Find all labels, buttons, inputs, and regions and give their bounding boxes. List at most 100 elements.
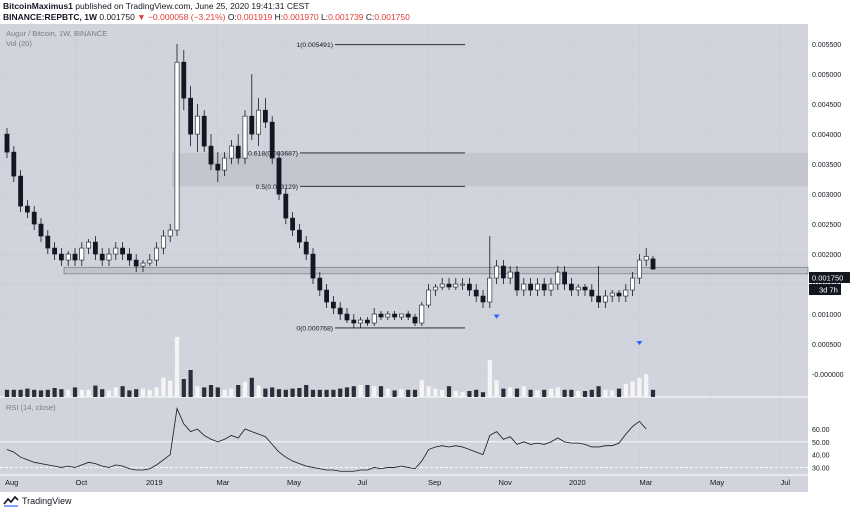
volume-bar <box>276 389 282 397</box>
candle-body <box>589 289 595 297</box>
candle-body <box>106 253 112 261</box>
candle-body <box>18 175 23 207</box>
fib-zone <box>172 152 808 187</box>
ohlc-open: 0.001919 <box>236 12 273 22</box>
volume-bar <box>4 389 10 397</box>
volume-bar <box>338 388 343 397</box>
candle-body <box>276 157 282 195</box>
candle-body <box>602 295 608 303</box>
volume-bar <box>555 387 560 397</box>
candle-body <box>555 271 561 285</box>
fib-level-label: 0.618(0.003687) <box>248 150 298 157</box>
candle-body <box>249 115 255 135</box>
candles <box>4 44 656 346</box>
candle-body <box>79 247 85 261</box>
ohlc-low: 0.001739 <box>328 12 364 22</box>
candle-body <box>188 97 193 135</box>
volume-bar <box>365 385 370 397</box>
chart-canvas[interactable]: 1(0.005491) 0.618(0.003687) 0.5(0.003129) 0… <box>0 24 850 492</box>
candle-body <box>4 133 10 153</box>
volume-bar <box>610 390 615 397</box>
candle-body <box>514 271 520 291</box>
time-tick-label: Sep <box>428 478 441 487</box>
candle-body <box>86 241 91 249</box>
candle-body <box>439 283 445 288</box>
candle-body <box>636 259 642 279</box>
volume-bar <box>385 388 390 397</box>
volume-bar <box>440 389 445 397</box>
candle-body <box>453 283 459 288</box>
symbol-label[interactable]: BINANCE:REPBTC, 1W <box>3 12 97 22</box>
volume-bar <box>589 389 594 397</box>
candle-body <box>596 295 601 303</box>
time-tick-label: Nov <box>499 478 513 487</box>
candle-body <box>296 229 302 243</box>
rsi-tick-label: 50.00 <box>812 440 830 447</box>
volume-bar <box>161 377 166 397</box>
volume-bar <box>508 387 513 397</box>
candle-body <box>24 205 30 213</box>
tradingview-brand: TradingView <box>22 496 72 506</box>
author-name[interactable]: BitcoinMaximus1 <box>3 1 73 11</box>
candle-body <box>371 313 377 324</box>
candle-body <box>161 235 166 249</box>
grid <box>0 24 808 475</box>
candle-body <box>330 301 336 309</box>
candle-body <box>609 292 615 297</box>
price-tick-label: 0.005500 <box>812 42 841 49</box>
candle-body <box>303 241 309 255</box>
candle-body <box>446 283 452 288</box>
candle-body <box>494 265 499 279</box>
volume-bar <box>562 389 567 397</box>
candle-body <box>575 286 581 291</box>
volume-bar <box>202 387 207 397</box>
volume-bar <box>72 387 78 397</box>
volume-bar <box>501 388 506 397</box>
candle-body <box>405 313 411 318</box>
candle-body <box>147 259 153 264</box>
candle-body <box>616 292 622 297</box>
candle-body <box>643 256 649 261</box>
fib-level-label: 0.5(0.003129) <box>256 184 298 191</box>
volume-bar <box>399 389 404 397</box>
candle-body <box>290 217 295 231</box>
candle-body <box>58 253 64 261</box>
change-value: ▼ −0.000058 (−3.21%) <box>137 12 226 22</box>
candle-body <box>317 277 323 291</box>
rsi-tick-label: 30.00 <box>812 465 830 472</box>
time-tick-label: Aug <box>5 478 18 487</box>
volume-bar <box>59 389 64 397</box>
volume-bar <box>106 390 112 397</box>
candle-body <box>208 145 214 165</box>
price-scale-area[interactable] <box>808 24 850 492</box>
ohlc-high-label: H: <box>274 12 284 22</box>
volume-bar <box>528 389 533 397</box>
last-price: 0.001750 <box>99 12 135 22</box>
volume-bar <box>650 389 656 397</box>
volume-bar <box>222 389 227 397</box>
volume-bar <box>596 386 601 397</box>
candle-body <box>419 304 425 324</box>
volume-bar <box>154 387 159 397</box>
ohlc-close: 0.001750 <box>374 12 410 22</box>
volume-bar <box>494 380 499 397</box>
volume-bar <box>263 388 268 397</box>
signal-arrow-icon <box>493 314 500 319</box>
volume-bar <box>331 389 336 397</box>
candle-body <box>283 193 289 219</box>
volume-bar <box>208 385 214 397</box>
header-bar: BitcoinMaximus1 published on TradingView… <box>0 0 850 24</box>
candle-body <box>473 289 479 297</box>
candle-body <box>351 319 357 324</box>
published-text: published on TradingView.com, June 25, 2… <box>75 1 310 11</box>
volume-bar <box>38 390 44 397</box>
candle-body <box>500 265 506 279</box>
volume-bar <box>270 387 275 397</box>
candle-body <box>630 277 635 291</box>
candle-body <box>127 253 132 261</box>
last-price-badge-text: 0.001750 <box>812 274 843 283</box>
volume-bar <box>630 381 635 397</box>
tradingview-logo[interactable]: TradingView <box>3 495 72 507</box>
rsi-tick-label: 60.00 <box>812 427 830 434</box>
volume-bar <box>324 389 329 397</box>
